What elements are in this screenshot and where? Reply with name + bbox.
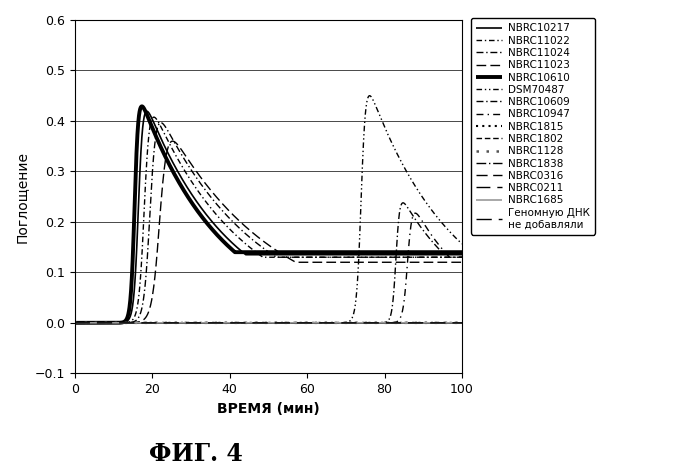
Text: ФИГ. 4: ФИГ. 4 bbox=[149, 442, 243, 463]
X-axis label: ВРЕМЯ (мин): ВРЕМЯ (мин) bbox=[217, 401, 320, 416]
Legend: NBRC10217, NBRC11022, NBRC11024, NBRC11023, NBRC10610, DSM70487, NBRC10609, NBRC: NBRC10217, NBRC11022, NBRC11024, NBRC110… bbox=[471, 18, 594, 235]
Y-axis label: Поглощение: Поглощение bbox=[15, 150, 29, 243]
